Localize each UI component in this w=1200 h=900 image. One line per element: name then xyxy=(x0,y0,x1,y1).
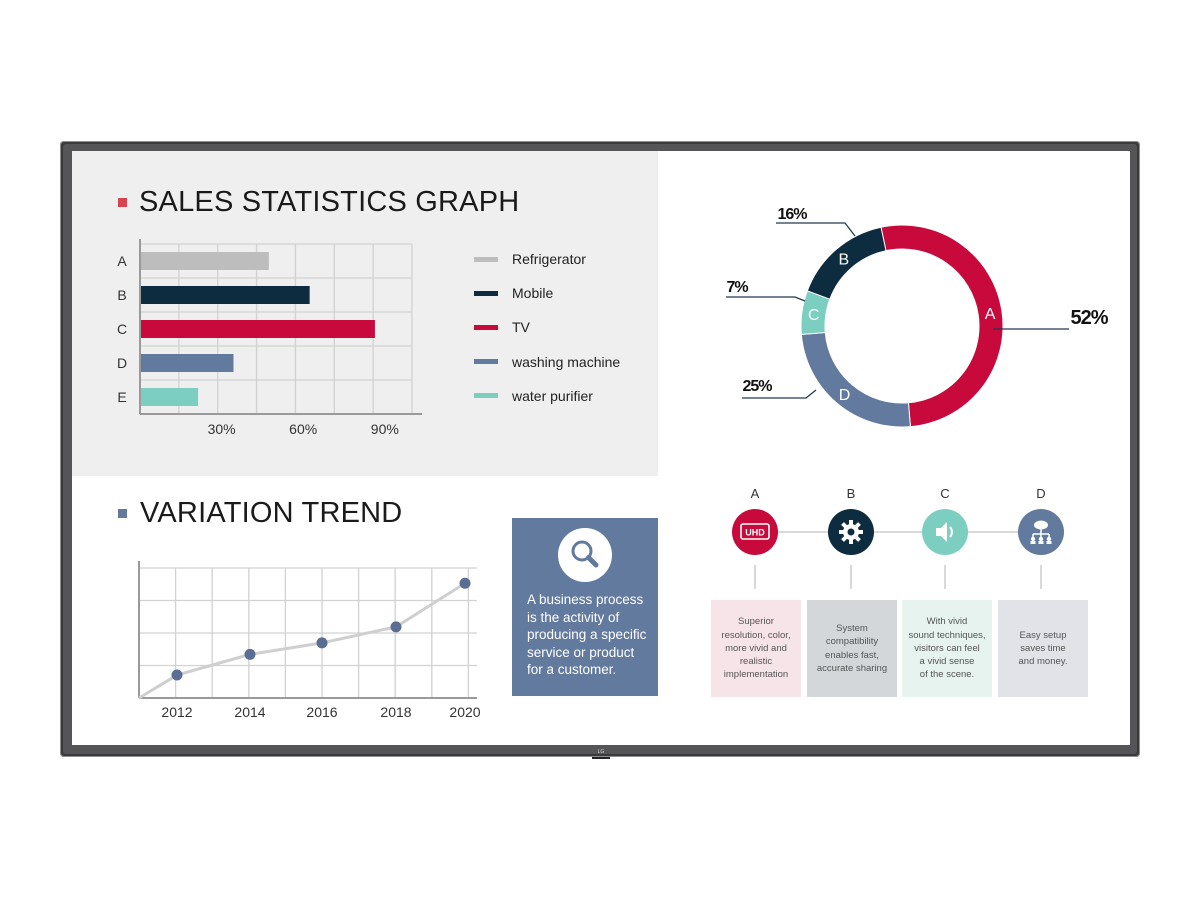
variation-line-chart: 2012 2014 2016 2018 2020 xyxy=(138,561,481,720)
feature-letter: B xyxy=(846,486,856,501)
year-label: 2014 xyxy=(234,704,265,720)
trend-point xyxy=(390,621,402,633)
share-donut-chart: A D C B 52% 16% 7% 25% xyxy=(726,206,1110,428)
sales-title-bullet xyxy=(118,198,127,207)
category-label: C xyxy=(117,321,127,337)
feature-line xyxy=(850,565,852,589)
leader-line xyxy=(776,222,856,237)
donut-slice-a xyxy=(880,224,1004,428)
brand-logo: LG xyxy=(597,749,605,755)
donut-slice-d xyxy=(800,331,911,428)
legend-swatch xyxy=(474,290,498,296)
bar-b xyxy=(141,286,310,304)
year-label: 2020 xyxy=(449,704,480,720)
info-box: A business process is the activity of pr… xyxy=(512,518,658,696)
magnifier-icon xyxy=(558,528,612,582)
percent-label-a: 52% xyxy=(1070,307,1108,329)
category-label: A xyxy=(117,253,127,269)
gear-icon xyxy=(828,509,874,555)
sales-title: SALES STATISTICS GRAPH xyxy=(139,186,520,218)
legend-label: water purifier xyxy=(512,387,593,404)
feature-line xyxy=(944,565,946,589)
feature-letter: D xyxy=(1036,486,1046,501)
feature-card: System compatibility enables fast, accur… xyxy=(807,600,897,697)
category-label: D xyxy=(117,355,127,371)
svg-text:UHD: UHD xyxy=(745,528,765,538)
slice-letter: C xyxy=(808,307,820,324)
legend-item: TV xyxy=(474,317,530,337)
uhd-icon: UHD xyxy=(732,509,778,555)
bar-a xyxy=(141,252,269,270)
year-label: 2012 xyxy=(161,704,192,720)
legend-label: washing machine xyxy=(512,353,621,370)
speaker-icon xyxy=(922,509,968,555)
variation-title-bullet xyxy=(118,509,127,518)
legend-swatch xyxy=(474,324,498,330)
trend-point xyxy=(171,669,183,681)
percent-label-b: 16% xyxy=(777,206,807,223)
trend-point xyxy=(459,577,471,589)
legend-label: TV xyxy=(512,319,530,336)
legend-item: Mobile xyxy=(474,283,553,303)
sales-panel xyxy=(72,151,658,476)
leader-line xyxy=(742,389,817,399)
slice-letter: B xyxy=(839,252,850,269)
feature-card: Superior resolution, color, more vivid a… xyxy=(711,600,801,697)
category-label: E xyxy=(117,389,126,405)
sales-legend: Refrigerator Mobile TV washing machine water… xyxy=(474,249,654,429)
bar-d xyxy=(141,354,234,372)
legend-item: Refrigerator xyxy=(474,249,586,269)
legend-swatch xyxy=(474,359,498,365)
feature-card: Easy setup saves time and money. xyxy=(998,600,1088,697)
feature-line xyxy=(1040,565,1042,589)
slice-letter: D xyxy=(839,387,851,404)
legend-swatch xyxy=(474,393,498,399)
bar-c xyxy=(141,320,375,338)
legend-label: Mobile xyxy=(512,285,554,302)
percent-label-d: 25% xyxy=(742,378,772,395)
info-text: A business process is the activity of pr… xyxy=(527,592,647,677)
legend-item: water purifier xyxy=(474,386,593,406)
category-label: B xyxy=(117,287,126,303)
tick-label: 60% xyxy=(289,421,317,437)
tick-label: 30% xyxy=(208,421,236,437)
feature-letter: C xyxy=(940,486,950,501)
stand-tab xyxy=(592,757,610,759)
donut-slice-b xyxy=(806,226,887,300)
screen: SALES STATISTICS GRAPH A B C D E 30% 60% 90% Re… xyxy=(72,151,1130,745)
trend-point xyxy=(316,637,328,649)
feature-letter: A xyxy=(750,486,760,501)
trend-point xyxy=(244,648,256,660)
legend-swatch xyxy=(474,256,498,262)
sales-bar-chart: A B C D E 30% 60% 90% xyxy=(117,239,422,437)
year-label: 2018 xyxy=(380,704,411,720)
trend-line xyxy=(138,581,466,700)
percent-label-c: 7% xyxy=(726,279,748,296)
year-label: 2016 xyxy=(306,704,337,720)
feature-connector xyxy=(759,531,1059,533)
variation-title: VARIATION TREND xyxy=(140,497,403,529)
bar-e xyxy=(141,388,199,406)
feature-line xyxy=(754,565,756,589)
legend-item: washing machine xyxy=(474,352,620,372)
legend-label: Refrigerator xyxy=(512,251,586,267)
tick-label: 90% xyxy=(371,421,399,437)
leader-line xyxy=(726,296,806,302)
slice-letter: A xyxy=(985,306,996,323)
network-icon xyxy=(1018,509,1064,555)
feature-card: With vivid sound techniques, visitors ca… xyxy=(902,600,992,697)
